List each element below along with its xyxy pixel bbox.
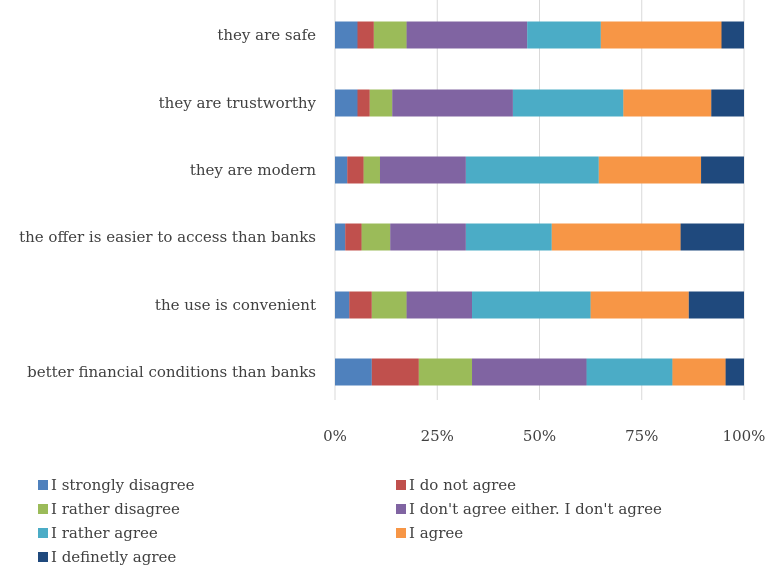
legend-swatch: [38, 480, 48, 490]
bar-segment: [472, 358, 587, 386]
bar-segment: [512, 89, 624, 117]
bar-segment: [701, 156, 744, 184]
bar-segment: [369, 89, 393, 117]
x-axis-tick-labels: 0% 25% 50% 75% 100%: [323, 427, 765, 445]
category-label: they are safe: [217, 26, 316, 44]
bar-segment: [551, 223, 681, 251]
legend-swatch: [396, 480, 406, 490]
bar-segment: [357, 89, 370, 117]
bar-segment: [335, 89, 358, 117]
stacked-bar-chart: they are safe they are trustworthy they ar…: [19, 0, 765, 445]
gridlines: [334, 0, 745, 400]
legend-item: I strongly disagree: [38, 476, 195, 494]
bar-segment: [361, 223, 391, 251]
legend-label: I agree: [409, 524, 464, 542]
x-tick-label: 75%: [625, 427, 658, 445]
legend-label: I don't agree either. I don't agree: [409, 500, 662, 518]
bar-segment: [371, 291, 407, 319]
bar-segment: [335, 223, 346, 251]
bar-segment: [373, 21, 407, 49]
category-label: the offer is easier to access than banks: [19, 228, 316, 246]
bar-segment: [725, 358, 744, 386]
category-label: they are modern: [190, 161, 316, 179]
x-tick-label: 25%: [421, 427, 454, 445]
bar-segment: [357, 21, 374, 49]
bar-segment: [349, 291, 372, 319]
bar-segment: [335, 291, 350, 319]
bar-segment: [688, 291, 744, 319]
legend-label: I rather agree: [51, 524, 158, 542]
bar-segment: [586, 358, 673, 386]
category-label: they are trustworthy: [159, 94, 317, 112]
legend-label: I rather disagree: [51, 500, 180, 518]
category-label: the use is convenient: [155, 296, 316, 314]
bar-segment: [465, 223, 552, 251]
bar-segment: [465, 156, 599, 184]
category-label: better financial conditions than banks: [27, 363, 316, 381]
bar-segment: [600, 21, 722, 49]
bar-segment: [371, 358, 419, 386]
bar-segment: [363, 156, 380, 184]
legend-label: I strongly disagree: [51, 476, 195, 494]
bar-segment: [335, 358, 372, 386]
bar-segment: [711, 89, 744, 117]
bar-segment: [672, 358, 726, 386]
bar-segment: [721, 21, 744, 49]
legend-item: I do not agree: [396, 476, 516, 494]
category-labels: they are safe they are trustworthy they ar…: [19, 26, 316, 381]
legend-label: I definetly agree: [51, 548, 177, 566]
legend-item: I agree: [396, 524, 463, 542]
legend-item: I definetly agree: [38, 548, 176, 566]
bar-segment: [623, 89, 712, 117]
legend-swatch: [38, 552, 48, 562]
bar-segment: [379, 156, 466, 184]
bar-segment: [392, 89, 513, 117]
bar-segment: [406, 291, 473, 319]
bar-segment: [390, 223, 466, 251]
bar-segment: [472, 291, 591, 319]
bars: [335, 21, 744, 386]
legend-item: I rather agree: [38, 524, 158, 542]
legend-item: I rather disagree: [38, 500, 180, 518]
bar-segment: [335, 21, 358, 49]
legend-label: I do not agree: [409, 476, 517, 494]
x-tick-label: 50%: [523, 427, 556, 445]
legend-item: I don't agree either. I don't agree: [396, 500, 662, 518]
bar-segment: [406, 21, 528, 49]
bar-segment: [680, 223, 744, 251]
legend-swatch: [396, 528, 406, 538]
x-tick-label: 0%: [323, 427, 347, 445]
legend-swatch: [38, 504, 48, 514]
bar-segment: [347, 156, 364, 184]
legend-swatch: [38, 528, 48, 538]
bar-segment: [335, 156, 348, 184]
bar-segment: [598, 156, 702, 184]
bar-segment: [418, 358, 473, 386]
x-tick-label: 100%: [723, 427, 765, 445]
bar-segment: [590, 291, 689, 319]
legend-swatch: [396, 504, 406, 514]
bar-segment: [527, 21, 601, 49]
bar-segment: [345, 223, 362, 251]
